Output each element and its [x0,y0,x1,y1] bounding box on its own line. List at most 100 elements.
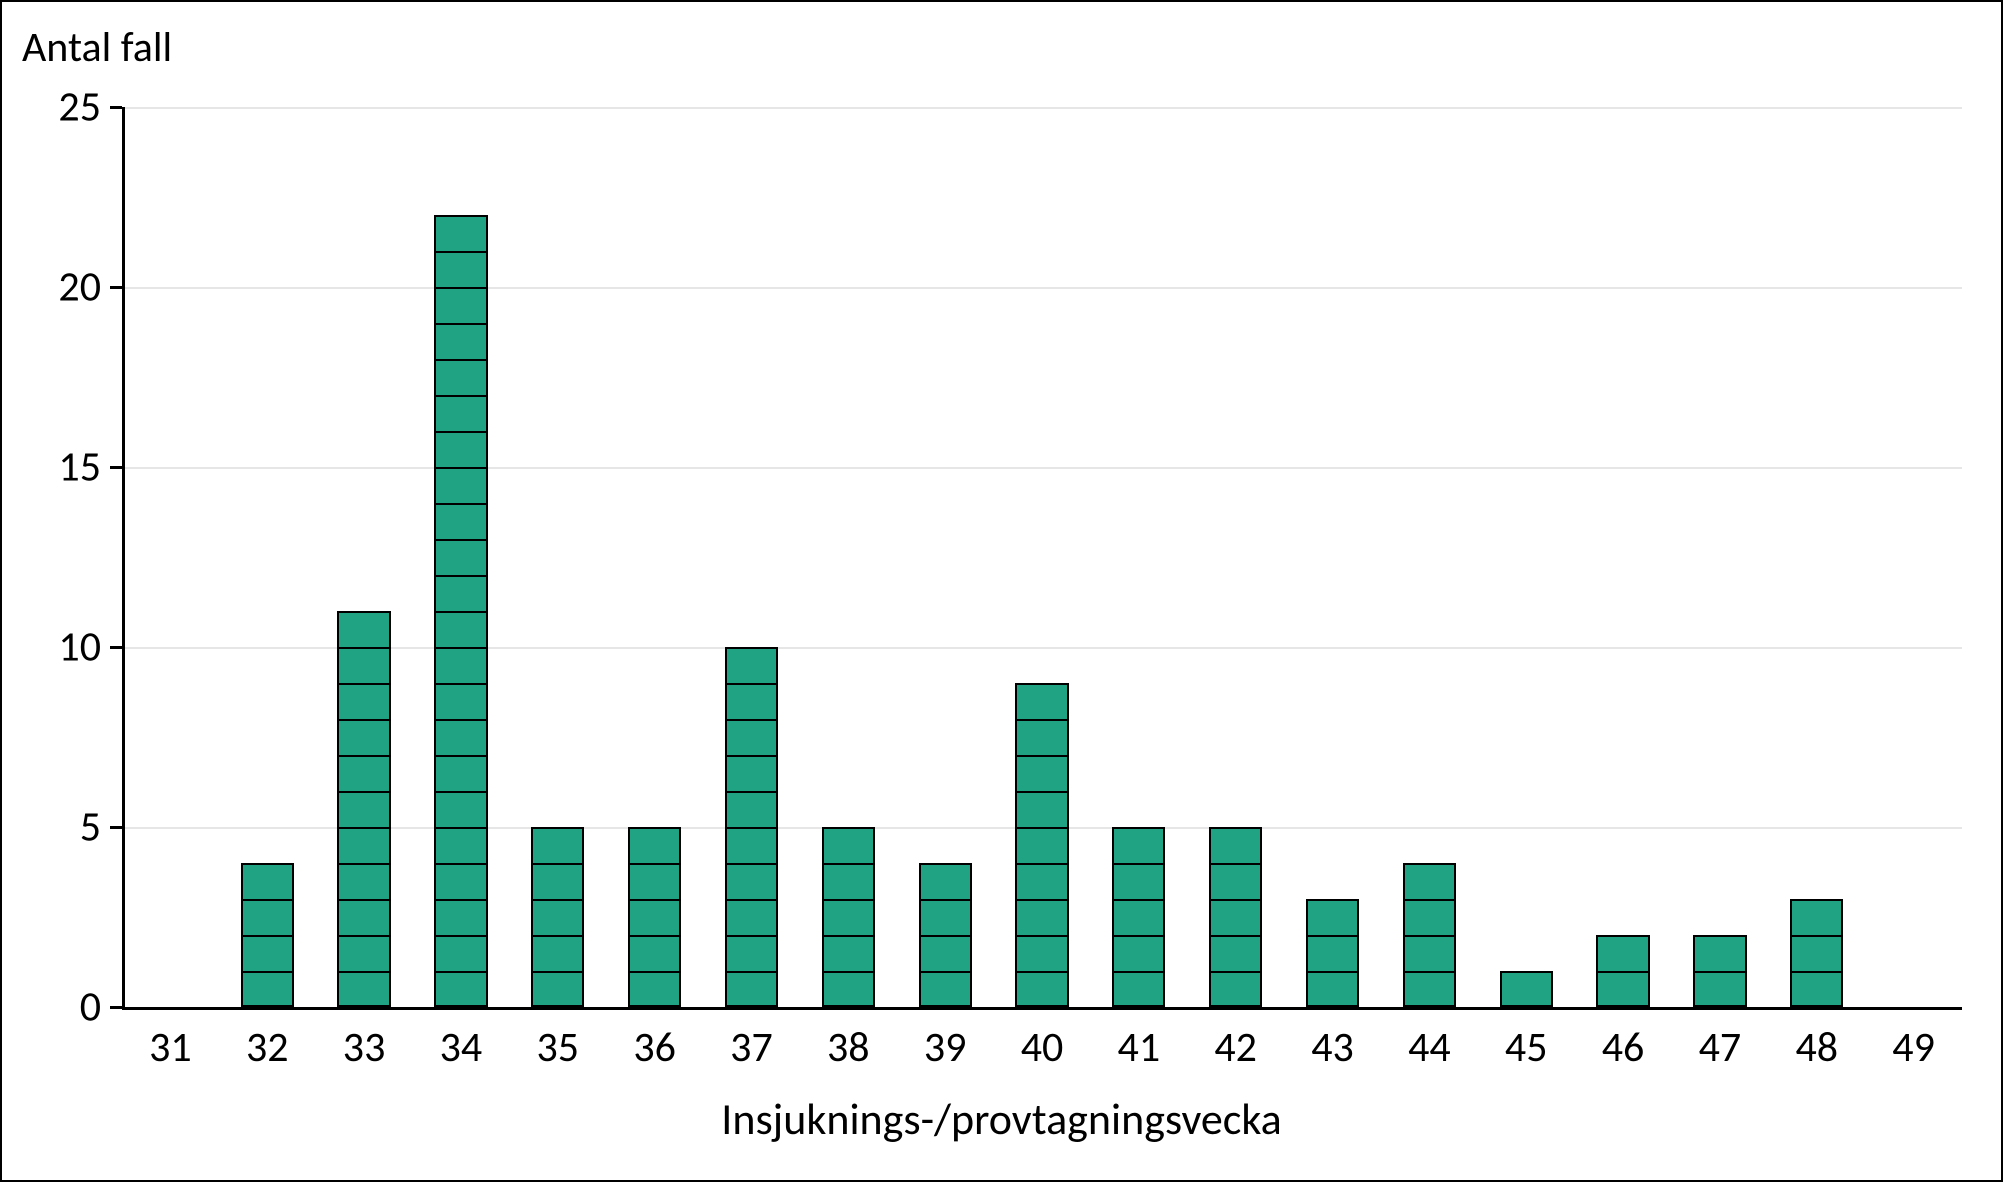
bar-unit [434,287,487,323]
bar-column [531,827,584,1007]
bar-unit [241,935,294,971]
x-tick-label: 40 [1021,1022,1064,1073]
y-axis-title: Antal fall [22,22,172,73]
bar-unit [1209,827,1262,863]
y-tick-mark [110,1006,122,1009]
bar-unit [1596,971,1649,1007]
bar-unit [1209,935,1262,971]
bar-unit [725,935,778,971]
bar-unit [919,899,972,935]
bar-unit [1790,935,1843,971]
bar-unit [434,359,487,395]
bar-unit [434,827,487,863]
bar-column [1790,899,1843,1007]
bar-unit [241,863,294,899]
bar-unit [531,863,584,899]
bar-unit [725,719,778,755]
y-tick-mark [110,286,122,289]
bar-unit [1403,899,1456,935]
x-tick-label: 49 [1892,1022,1935,1073]
x-tick-label: 33 [343,1022,386,1073]
bar-unit [337,827,390,863]
bar-unit [628,971,681,1007]
bar-unit [434,575,487,611]
bar-unit [1209,899,1262,935]
bar-unit [337,791,390,827]
bar-unit [434,755,487,791]
bar-unit [337,971,390,1007]
bar-unit [1403,863,1456,899]
bar-unit [1015,827,1068,863]
bar-unit [241,899,294,935]
y-tick-mark [110,826,122,829]
grid-line [122,467,1962,469]
bar-unit [822,971,875,1007]
bar-column [1112,827,1165,1007]
y-tick-label: 0 [21,982,101,1033]
bar-column [434,215,487,1007]
y-tick-mark [110,106,122,109]
bar-unit [1209,863,1262,899]
x-tick-label: 42 [1214,1022,1257,1073]
bar-unit [337,683,390,719]
bar-unit [337,755,390,791]
grid-line [122,107,1962,109]
bar-unit [531,827,584,863]
bar-unit [434,503,487,539]
bar-unit [1015,719,1068,755]
bar-column [1209,827,1262,1007]
bar-unit [434,467,487,503]
bar-unit [1015,791,1068,827]
grid-line [122,647,1962,649]
bar-unit [241,971,294,1007]
bar-unit [1306,971,1359,1007]
bar-unit [1403,935,1456,971]
bar-unit [434,251,487,287]
bar-column [725,647,778,1007]
x-tick-label: 38 [827,1022,870,1073]
bar-unit [628,827,681,863]
bar-column [1596,935,1649,1007]
x-tick-label: 35 [536,1022,579,1073]
bar-column [919,863,972,1007]
bar-unit [434,719,487,755]
bar-unit [531,971,584,1007]
y-tick-label: 10 [21,622,101,673]
bar-unit [434,539,487,575]
bar-unit [1015,863,1068,899]
plot-area [122,107,1962,1007]
bar-unit [725,683,778,719]
bar-unit [1500,971,1553,1007]
bar-unit [919,863,972,899]
bar-unit [434,395,487,431]
bar-unit [337,719,390,755]
bar-unit [337,935,390,971]
y-tick-mark [110,466,122,469]
bar-unit [1112,863,1165,899]
bar-unit [434,647,487,683]
bar-column [1403,863,1456,1007]
bar-unit [434,863,487,899]
x-tick-label: 34 [440,1022,483,1073]
bar-unit [1015,755,1068,791]
bar-unit [725,791,778,827]
x-tick-label: 37 [730,1022,773,1073]
bar-unit [434,935,487,971]
bar-unit [919,935,972,971]
bar-unit [1596,935,1649,971]
bar-unit [1693,935,1746,971]
bar-unit [434,323,487,359]
bar-unit [1306,899,1359,935]
bar-unit [919,971,972,1007]
x-tick-label: 41 [1118,1022,1161,1073]
chart-frame: Antal fall Insjuknings-/provtagningsveck… [0,0,2003,1182]
y-axis-line [122,107,125,1007]
bar-unit [1112,899,1165,935]
bar-unit [434,431,487,467]
bar-unit [725,899,778,935]
x-tick-label: 46 [1602,1022,1645,1073]
bar-column [337,611,390,1007]
bar-unit [725,863,778,899]
x-tick-label: 43 [1311,1022,1354,1073]
x-tick-label: 47 [1699,1022,1742,1073]
